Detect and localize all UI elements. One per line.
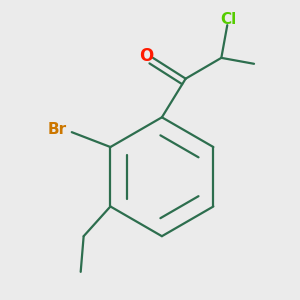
Text: Br: Br [48, 122, 67, 137]
Text: O: O [139, 47, 154, 65]
Text: Cl: Cl [220, 12, 237, 27]
